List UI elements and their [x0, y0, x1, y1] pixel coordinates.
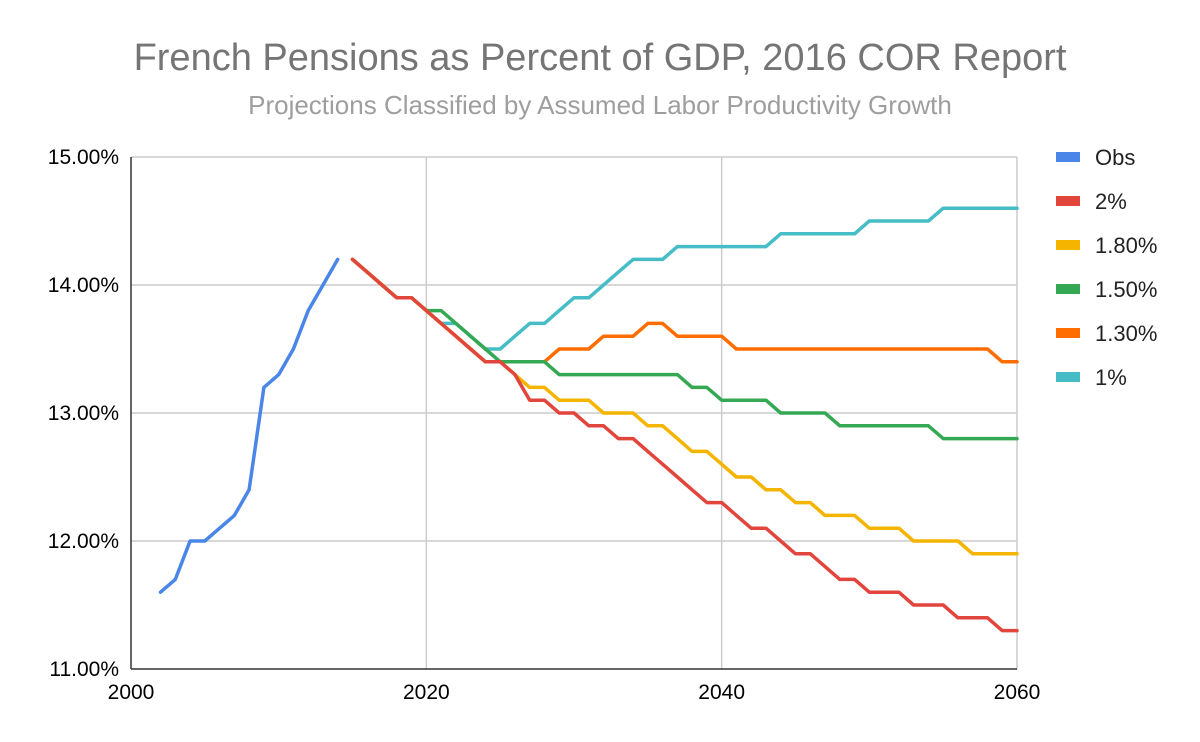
legend-swatch — [1056, 196, 1080, 206]
axes: 15.00% 14.00% 13.00% 12.00% 11.00%2000 2020 20… — [48, 146, 1041, 704]
x-tick-label: 2020 — [403, 681, 450, 704]
series-line-1-50 — [350, 257, 1019, 441]
y-tick-label: 13.00% — [48, 402, 119, 425]
legend-label: 1% — [1095, 365, 1127, 390]
legend-label: 2% — [1095, 189, 1127, 214]
y-tick-label: 14.00% — [48, 274, 119, 297]
series-line-2 — [350, 257, 1019, 633]
legend-swatch — [1056, 240, 1080, 250]
legend-label: 1.50% — [1095, 277, 1157, 302]
x-tick-label: 2060 — [994, 681, 1041, 704]
legend-label: Obs — [1095, 145, 1135, 170]
series-line-1 — [350, 206, 1019, 351]
chart-title: French Pensions as Percent of GDP, 2016 … — [134, 37, 1067, 79]
legend-swatch — [1056, 328, 1080, 338]
y-tick-label: 11.00% — [49, 658, 119, 681]
y-tick-label: 12.00% — [48, 530, 119, 553]
y-tick-label: 15.00% — [48, 146, 119, 169]
x-tick-label: 2000 — [108, 681, 155, 704]
series-line-obs — [158, 257, 340, 594]
legend-label: 1.80% — [1095, 233, 1157, 258]
legend: Obs 2% 1.80% 1.50% 1.30% 1% — [1056, 145, 1157, 390]
legend-label: 1.30% — [1095, 321, 1157, 346]
series-line-1-30 — [350, 257, 1019, 364]
series-line-1-80 — [350, 257, 1019, 556]
chart-subtitle: Projections Classified by Assumed Labor … — [248, 90, 952, 120]
legend-swatch — [1056, 372, 1080, 382]
legend-swatch — [1056, 284, 1080, 294]
x-tick-label: 2040 — [698, 681, 745, 704]
series-lines — [158, 206, 1019, 633]
legend-swatch — [1056, 152, 1080, 162]
